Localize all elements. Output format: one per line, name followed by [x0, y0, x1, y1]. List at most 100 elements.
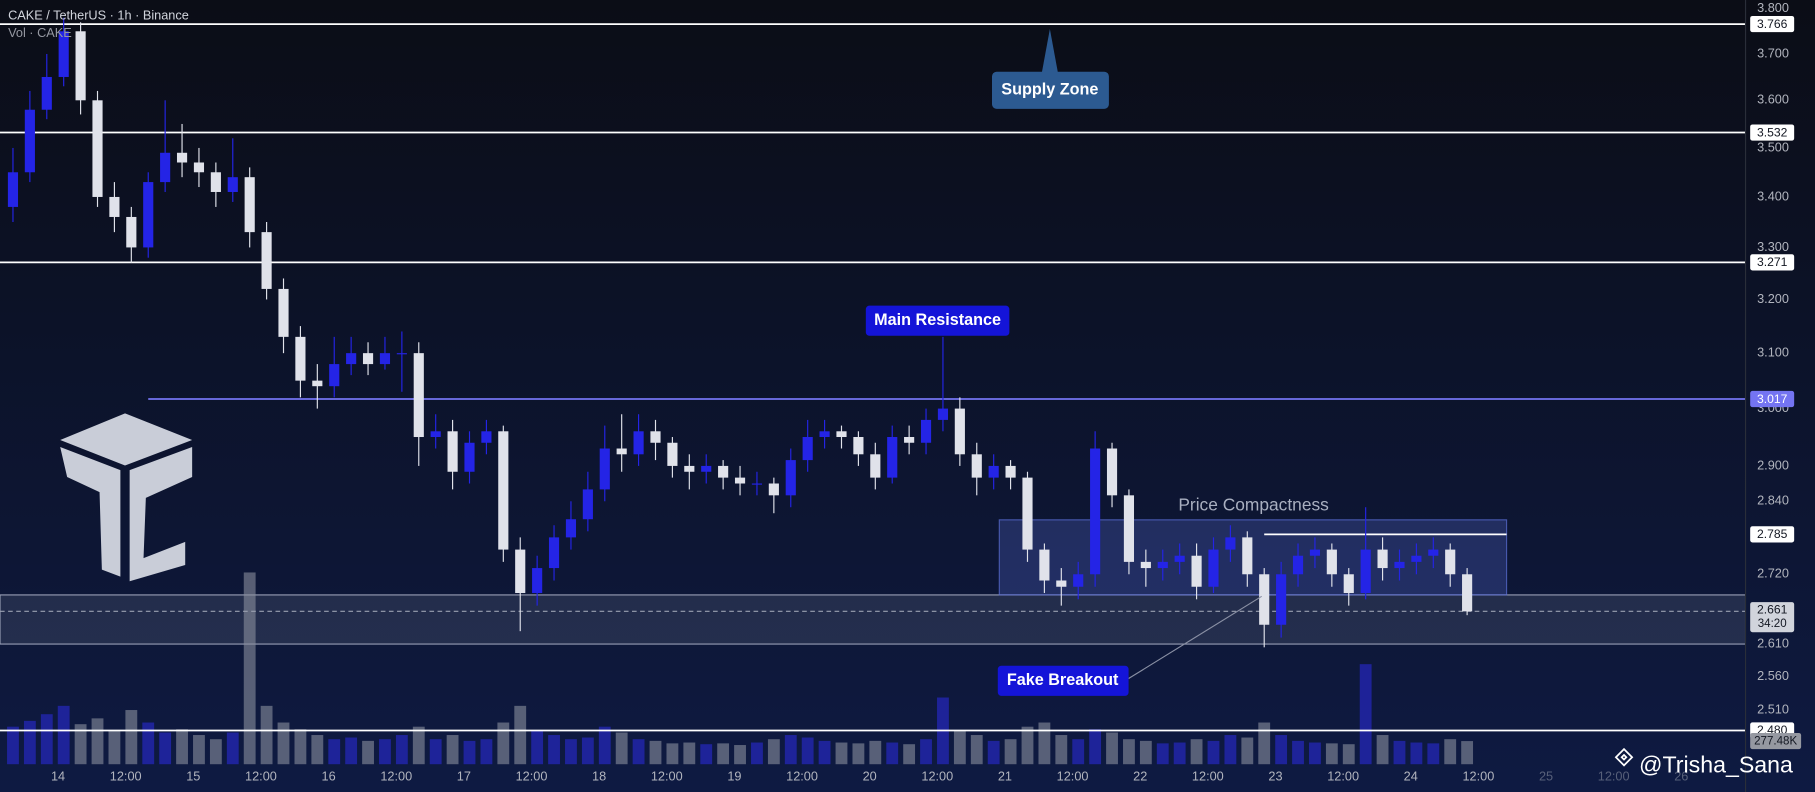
y-tick-label: 2.510	[1757, 701, 1789, 716]
volume-bar	[1325, 743, 1338, 765]
candle-body	[1394, 561, 1405, 569]
x-tick-label: 12:00	[110, 768, 142, 783]
volume-bar	[666, 743, 679, 765]
level-label-box	[1750, 526, 1795, 543]
volume-bar	[1055, 735, 1068, 765]
volume-bar	[1004, 739, 1017, 765]
x-tick-label: 12:00	[1462, 768, 1494, 783]
x-tick-label: 20	[863, 768, 877, 783]
candle-body	[1462, 574, 1473, 612]
volume-bar	[91, 718, 104, 765]
candle-body	[802, 437, 813, 461]
volume-bar	[565, 739, 577, 765]
x-tick-label: 12:00	[1598, 768, 1630, 783]
countdown: 34:20	[1758, 618, 1787, 630]
candle-body	[701, 465, 712, 472]
volume-bar	[209, 739, 222, 765]
x-tick-label: 19	[727, 768, 741, 783]
level-label-box	[1750, 124, 1795, 141]
volume-bar	[700, 744, 713, 765]
volume-label-box	[1750, 732, 1802, 750]
volume-bar	[362, 740, 374, 765]
volume-bar	[243, 572, 256, 765]
y-tick-label: 3.700	[1757, 45, 1789, 60]
candle-body	[126, 216, 137, 248]
volume	[7, 572, 1474, 765]
candle-body	[954, 408, 965, 455]
x-tick-label: 12:00	[380, 768, 412, 783]
volume-bar	[632, 739, 645, 765]
volume-bar	[970, 735, 983, 765]
level-label-box	[1750, 390, 1795, 408]
candle-body	[447, 431, 458, 472]
volume-bar	[767, 739, 780, 765]
volume-bar	[7, 726, 19, 765]
volume-bar	[852, 743, 865, 765]
x-tick-label: 12:00	[1327, 768, 1359, 783]
volume-bar	[717, 743, 730, 765]
volume-bar	[649, 740, 662, 765]
y-tick-label: 3.400	[1757, 188, 1789, 203]
x-tick-label: 12:00	[245, 768, 277, 783]
volume-bar	[57, 705, 70, 765]
y-tick-label: 3.500	[1757, 139, 1789, 154]
breakout-pointer	[1128, 595, 1263, 680]
candle-body	[853, 437, 864, 455]
candle-body	[515, 549, 526, 594]
volume-bar	[784, 735, 797, 765]
logo-top	[60, 413, 193, 466]
volume-bar	[869, 740, 882, 765]
volume-bar	[497, 722, 510, 765]
volume-bar	[903, 744, 916, 765]
candle-body	[1360, 549, 1371, 594]
candle-body	[904, 437, 915, 443]
volume-bar	[801, 737, 814, 765]
annotation: Main Resistance	[874, 311, 1001, 329]
volume-bar	[1292, 740, 1304, 765]
candle-body	[1073, 574, 1084, 587]
candle-body	[498, 431, 509, 550]
candle-body	[1326, 549, 1337, 575]
annotation: Price Compactness	[1178, 495, 1329, 515]
volume-bar	[1072, 739, 1085, 765]
price-label: 2.661	[1757, 602, 1788, 616]
candle-body	[1309, 549, 1321, 556]
volume-bar	[446, 735, 459, 765]
candle-body	[667, 442, 678, 466]
volume-bar	[412, 726, 425, 765]
x-tick-label: 16	[322, 768, 336, 783]
candle-body	[1445, 549, 1456, 575]
volume-bar	[125, 710, 138, 765]
volume-bar	[294, 729, 307, 765]
x-tick-label: 12:00	[516, 768, 548, 783]
candle-body	[7, 172, 19, 207]
volume-bar	[142, 722, 155, 765]
candle-body	[58, 31, 69, 77]
candle-body	[650, 431, 661, 443]
volume-bar	[1342, 744, 1355, 765]
volume-bar	[345, 737, 358, 765]
candle-body	[362, 353, 374, 365]
candle-body	[633, 431, 644, 455]
volume-bar	[531, 730, 544, 765]
volume-bar	[615, 732, 628, 765]
x-tick-label: 17	[457, 768, 471, 783]
watermark: @Trisha_Sana	[1639, 752, 1793, 778]
x-tick-label: 24	[1404, 768, 1418, 783]
volume-bar	[751, 742, 763, 765]
candle-body	[768, 483, 779, 496]
volume-bar	[379, 739, 391, 765]
candle-body	[1343, 574, 1354, 594]
candle-body	[24, 109, 35, 173]
candle-body	[548, 537, 560, 569]
y-tick-label: 3.800	[1757, 0, 1789, 15]
volume-bar	[581, 737, 594, 765]
breakout-box	[997, 665, 1129, 696]
candle-body	[1056, 580, 1067, 587]
candle-body	[785, 460, 796, 496]
y-tick-label: 3.200	[1757, 291, 1789, 306]
axis: 3.800 3.700 3.600 3.500 3.400 3.300 3.200 3.100…	[1750, 0, 1802, 750]
candle-body	[1259, 574, 1270, 625]
candle-body	[413, 353, 424, 438]
